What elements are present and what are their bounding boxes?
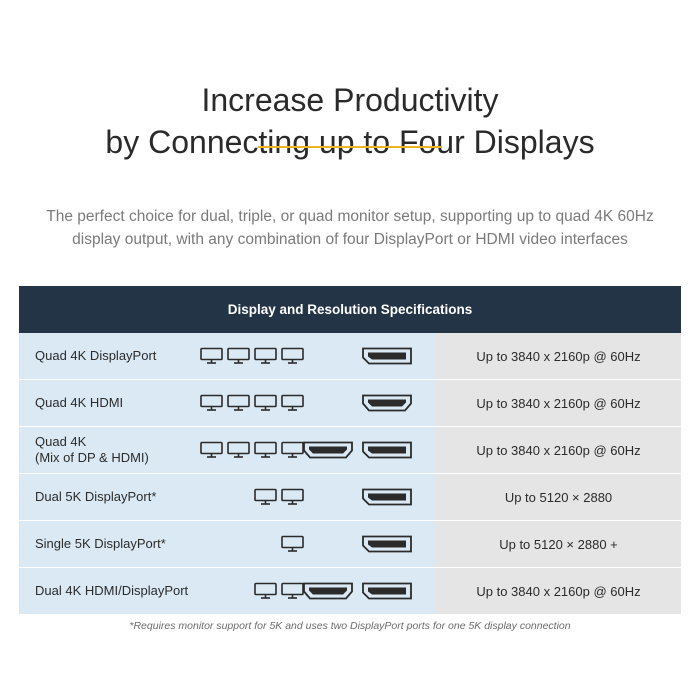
hdmi-icon: [302, 441, 354, 460]
monitor-icon: [200, 441, 223, 459]
monitor-icon: [281, 535, 304, 553]
configuration-cell: Quad 4K DisplayPort: [19, 333, 436, 379]
table-header: Display and Resolution Specifications: [19, 286, 681, 333]
title-line-1: Increase Productivity: [201, 82, 499, 119]
table-row: Quad 4K (Mix of DP & HDMI) Up to 3840 x 2…: [19, 426, 681, 473]
monitor-icon: [281, 441, 304, 459]
accent-divider: [258, 146, 442, 148]
configuration-label: Dual 4K HDMI/DisplayPort: [35, 583, 189, 598]
monitor-icon: [227, 441, 250, 459]
page-title: Increase Productivity by Connecting up t…: [0, 79, 700, 163]
hdmi-icon: [302, 582, 354, 601]
monitor-icon: [281, 347, 304, 365]
subtitle: The perfect choice for dual, triple, or …: [40, 205, 660, 251]
displayport-icon: [361, 582, 413, 601]
monitor-icon: [227, 347, 250, 365]
displayport-icon: [361, 488, 413, 507]
resolution-cell: Up to 3840 x 2160p @ 60Hz: [436, 568, 681, 614]
monitor-icon: [254, 394, 277, 412]
table-row: Dual 4K HDMI/DisplayPort Up to 3840 x 216…: [19, 567, 681, 614]
monitor-icon: [254, 582, 277, 600]
spec-table: Display and Resolution Specifications Qu…: [19, 286, 681, 614]
monitor-icon: [254, 347, 277, 365]
resolution-cell: Up to 3840 x 2160p @ 60Hz: [436, 427, 681, 473]
monitor-icon: [254, 441, 277, 459]
table-row: Dual 5K DisplayPort* Up to 5120 × 2880: [19, 473, 681, 520]
monitor-group: [200, 394, 304, 412]
resolution-cell: Up to 3840 x 2160p @ 60Hz: [436, 380, 681, 426]
resolution-cell: Up to 5120 × 2880: [436, 474, 681, 520]
configuration-cell: Quad 4K (Mix of DP & HDMI): [19, 427, 436, 473]
hdmi-icon: [361, 394, 413, 413]
title-line-2: by Connecting up to Four Displays: [105, 124, 595, 161]
resolution-cell: Up to 5120 × 2880 +: [436, 521, 681, 567]
monitor-icon: [227, 394, 250, 412]
configuration-cell: Dual 5K DisplayPort*: [19, 474, 436, 520]
resolution-cell: Up to 3840 x 2160p @ 60Hz: [436, 333, 681, 379]
monitor-group: [254, 582, 304, 600]
table-row: Quad 4K DisplayPort Up to 3840 x 2160p @ …: [19, 333, 681, 379]
subtitle-line-2: display output, with any combination of …: [72, 231, 628, 248]
configuration-cell: Dual 4K HDMI/DisplayPort: [19, 568, 436, 614]
monitor-group: [200, 441, 304, 459]
monitor-icon: [200, 347, 223, 365]
monitor-icon: [254, 488, 277, 506]
subtitle-line-1: The perfect choice for dual, triple, or …: [46, 208, 654, 225]
configuration-label: Quad 4K HDMI: [35, 395, 124, 410]
table-body: Quad 4K DisplayPort Up to 3840 x 2160p @ …: [19, 333, 681, 614]
displayport-icon: [361, 441, 413, 460]
footnote: *Requires monitor support for 5K and use…: [129, 620, 571, 632]
monitor-icon: [200, 394, 223, 412]
monitor-icon: [281, 394, 304, 412]
configuration-cell: Single 5K DisplayPort*: [19, 521, 436, 567]
monitor-group: [281, 535, 304, 553]
table-row: Quad 4K HDMI Up to 3840 x 2160p @ 60Hz: [19, 379, 681, 426]
table-row: Single 5K DisplayPort* Up to 5120 × 2880 …: [19, 520, 681, 567]
configuration-label: Quad 4K (Mix of DP & HDMI): [35, 434, 149, 465]
displayport-icon: [361, 347, 413, 366]
monitor-icon: [281, 488, 304, 506]
monitor-icon: [281, 582, 304, 600]
configuration-label: Quad 4K DisplayPort: [35, 348, 157, 363]
configuration-label: Dual 5K DisplayPort*: [35, 489, 157, 504]
configuration-label: Single 5K DisplayPort*: [35, 536, 166, 551]
displayport-icon: [361, 535, 413, 554]
monitor-group: [254, 488, 304, 506]
monitor-group: [200, 347, 304, 365]
configuration-cell: Quad 4K HDMI: [19, 380, 436, 426]
